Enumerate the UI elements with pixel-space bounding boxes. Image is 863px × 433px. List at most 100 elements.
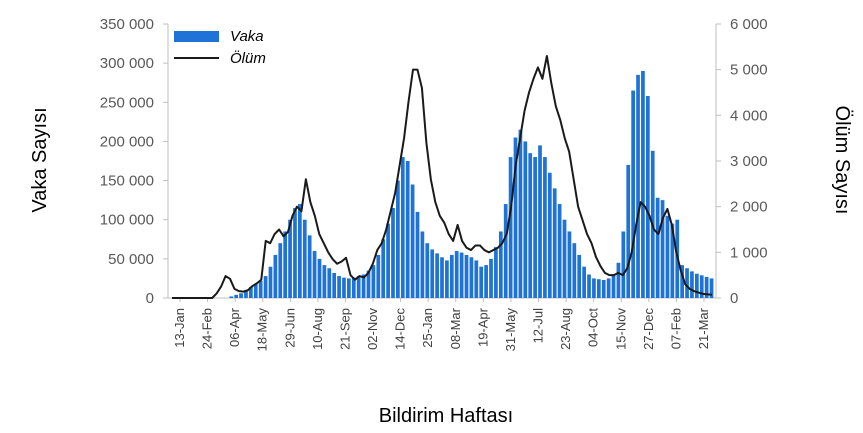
vaka-bar — [611, 274, 616, 298]
vaka-bar — [273, 254, 278, 298]
y-axis-left-title: Vaka Sayısı — [29, 107, 51, 212]
olum-line — [172, 54, 713, 299]
vaka-bar — [244, 290, 248, 298]
vaka-bar — [587, 274, 591, 298]
x-axis-title: Bildirim Haftası — [379, 405, 513, 427]
x-tick-label: 02-Nov — [365, 308, 380, 350]
y-left-tick-label: 200 000 — [100, 133, 154, 150]
legend-vaka-swatch — [174, 31, 219, 42]
vaka-bar — [332, 272, 337, 298]
vaka-bar — [665, 215, 670, 298]
vaka-bar — [503, 204, 508, 298]
x-tick-label: 15-Nov — [613, 308, 628, 350]
x-tick-label: 18-May — [255, 308, 270, 352]
vaka-bar — [528, 153, 533, 298]
x-tick-label: 07-Feb — [668, 308, 683, 349]
vaka-bar — [631, 90, 635, 298]
vaka-bar — [508, 157, 513, 298]
vaka-bar — [298, 204, 302, 298]
vaka-bar — [592, 278, 596, 298]
y-left-tick-label: 0 — [146, 290, 154, 307]
vaka-bar — [601, 279, 606, 298]
vaka-bar — [302, 219, 307, 298]
vaka-bar — [543, 157, 547, 298]
y-right-tick-label: 5 000 — [730, 62, 768, 79]
vaka-bar — [253, 283, 258, 298]
y-left-tick-label: 250 000 — [100, 94, 154, 111]
vaka-bar — [322, 265, 327, 298]
vaka-bar — [327, 268, 332, 298]
vaka-bar — [283, 231, 288, 298]
legend-vaka-label: Vaka — [230, 28, 264, 45]
vaka-bar — [616, 262, 621, 298]
vaka-bar — [606, 278, 611, 298]
vaka-bar — [469, 257, 474, 298]
vaka-bar — [268, 266, 273, 298]
vaka-bar — [391, 207, 395, 298]
vaka-bar — [337, 276, 341, 298]
vaka-bar — [680, 265, 684, 298]
vaka-bar — [626, 164, 631, 298]
vaka-bar — [518, 129, 523, 298]
vaka-bar — [552, 188, 557, 298]
vaka-bar — [258, 280, 263, 298]
x-tick-label: 21-Mar — [696, 307, 711, 349]
vaka-bar — [685, 268, 689, 298]
vaka-bar — [410, 184, 415, 298]
vaka-bar — [655, 197, 660, 298]
x-tick-label: 10-Aug — [310, 308, 325, 350]
vaka-bar — [464, 254, 469, 298]
y-right-tick-label: 4 000 — [730, 107, 768, 124]
vaka-bar — [690, 271, 694, 298]
vaka-bar — [636, 74, 640, 298]
vaka-bar — [694, 273, 699, 298]
x-tick-label: 06-Apr — [227, 307, 242, 347]
vaka-bar — [582, 266, 586, 298]
vaka-bar — [263, 276, 268, 298]
vaka-bar — [454, 251, 459, 298]
vaka-bar — [249, 287, 253, 298]
vaka-bar — [523, 141, 528, 298]
vaka-bar — [361, 274, 366, 298]
vaka-bar — [562, 219, 567, 298]
vaka-bar — [489, 258, 493, 298]
vaka-bar — [435, 253, 439, 298]
vaka-bars — [229, 70, 714, 299]
y-left-tick-label: 150 000 — [100, 173, 154, 190]
vaka-bar — [479, 266, 484, 298]
vaka-bar — [405, 161, 410, 298]
vaka-bar — [229, 296, 234, 298]
vaka-bar — [356, 276, 361, 298]
vaka-bar — [342, 277, 346, 298]
vaka-bar — [596, 279, 601, 298]
vaka-bar — [704, 276, 709, 298]
vaka-bar — [278, 243, 283, 298]
x-tick-label: 23-Aug — [558, 308, 573, 350]
vaka-bar — [557, 204, 562, 298]
vaka-bar — [371, 265, 376, 298]
vaka-bar — [645, 96, 650, 299]
vaka-bar — [670, 223, 675, 298]
x-tick-label: 12-Jul — [531, 308, 546, 344]
vaka-bar — [567, 231, 572, 298]
vaka-bar — [445, 260, 449, 298]
x-tick-label: 24-Feb — [200, 308, 215, 349]
tick-labels: 0 50 000 100 000 150 000 200 000 250 000 300 0… — [100, 16, 768, 351]
x-tick-label: 19-Apr — [475, 307, 490, 347]
vaka-bar — [386, 223, 390, 298]
vaka-bar — [425, 243, 430, 298]
vaka-bar — [366, 270, 371, 298]
x-tick-label: 14-Dec — [393, 308, 408, 350]
x-tick-label: 04-Oct — [586, 308, 601, 347]
vaka-bar — [400, 157, 405, 298]
vaka-bar — [572, 243, 577, 298]
y-right-tick-label: 0 — [730, 290, 738, 307]
vaka-bar — [307, 235, 312, 298]
vaka-bar — [234, 294, 239, 298]
vaka-bar — [498, 231, 503, 298]
x-tick-label: 21-Sep — [337, 308, 352, 350]
vaka-bar — [709, 278, 714, 298]
vaka-bar — [459, 252, 464, 298]
vaka-bar — [577, 254, 582, 298]
vaka-bar — [351, 277, 356, 298]
